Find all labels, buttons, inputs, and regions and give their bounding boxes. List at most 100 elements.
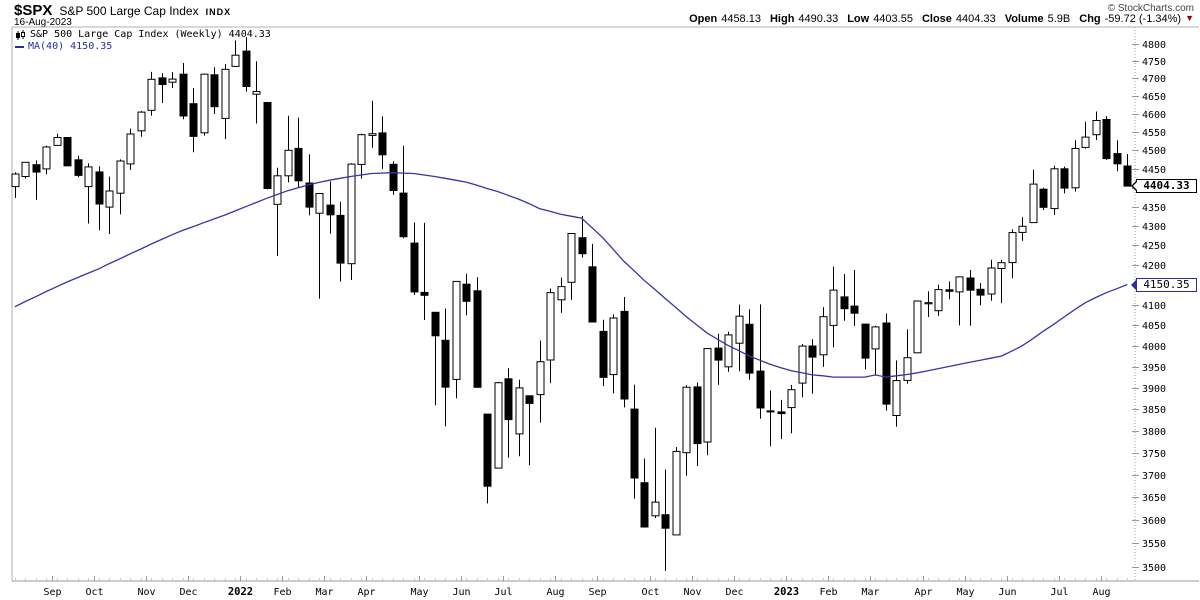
- open-label: Open: [689, 13, 718, 25]
- candle-week: [1092, 120, 1101, 136]
- candle-week: [1008, 232, 1017, 264]
- candle-week: [945, 289, 954, 292]
- ticker-symbol: $SPX: [14, 2, 53, 19]
- candle-week: [504, 378, 513, 421]
- candle-week: [326, 204, 335, 216]
- candle-week: [777, 411, 786, 415]
- candle-week: [756, 370, 765, 409]
- y-axis-label: 4450: [1142, 165, 1166, 176]
- candle-week: [987, 267, 996, 295]
- volume-label: Volume: [1004, 13, 1044, 25]
- low-value: 4403.55: [873, 13, 913, 25]
- candle-week: [714, 347, 723, 361]
- x-axis-label: Dec: [725, 587, 743, 598]
- y-axis-label: 4050: [1142, 321, 1166, 332]
- candle-week: [347, 163, 356, 265]
- candle-week: [116, 160, 125, 194]
- candle-week: [1071, 148, 1080, 189]
- candle-week: [315, 193, 324, 214]
- open-value: 4458.13: [721, 13, 761, 25]
- x-axis-label: Apr: [357, 587, 375, 598]
- candlesticks: [11, 37, 1132, 571]
- y-axis-label: 4550: [1142, 128, 1166, 139]
- ma40-line: [14, 172, 1128, 378]
- candle-week: [252, 91, 261, 95]
- candle-week: [599, 330, 608, 378]
- candle-week: [431, 311, 440, 337]
- candle-week: [263, 102, 272, 189]
- candle-week: [620, 310, 629, 400]
- candle-week: [798, 345, 807, 384]
- chg-value: -59.72 (-1.34%): [1104, 13, 1182, 25]
- y-axis-label: 4800: [1142, 40, 1166, 51]
- candle-week: [882, 322, 891, 405]
- x-axis-label: Aug: [546, 587, 564, 598]
- candle-week: [1123, 165, 1132, 187]
- series-legend-row: S&P 500 Large Cap Index (Weekly) 4404.33: [15, 29, 271, 41]
- y-axis-label: 4650: [1142, 92, 1166, 103]
- candle-week: [284, 149, 293, 177]
- y-axis-label: 3650: [1142, 493, 1166, 504]
- quote-summary: Open 4458.13 High 4490.33 Low 4403.55 Cl…: [684, 13, 1194, 25]
- candle-week: [682, 386, 691, 454]
- candle-week: [158, 77, 167, 86]
- x-axis-label: 2023: [774, 586, 799, 598]
- candle-week: [200, 73, 209, 134]
- y-axis-label: 4200: [1142, 261, 1166, 272]
- candle-week: [294, 147, 303, 182]
- candle-week: [850, 305, 859, 314]
- candle-week: [703, 348, 712, 443]
- x-axis-label: May: [956, 587, 974, 598]
- candle-week: [515, 387, 524, 435]
- y-axis-label: 4750: [1142, 57, 1166, 68]
- candle-week: [934, 289, 943, 312]
- candle-week: [966, 277, 975, 291]
- chg-label: Chg: [1079, 13, 1101, 25]
- chart-date: 16-Aug-2023: [14, 17, 72, 28]
- candle-week: [976, 288, 985, 296]
- candle-week: [210, 74, 219, 108]
- candle-week: [336, 214, 345, 264]
- down-triangle-icon: ▼: [1185, 13, 1194, 23]
- candle-week: [357, 134, 366, 165]
- y-axis-label: 4250: [1142, 241, 1166, 252]
- high-value: 4490.33: [798, 13, 839, 25]
- x-axis-label: Sep: [588, 587, 606, 598]
- candle-week: [578, 237, 587, 255]
- candle-week: [305, 182, 314, 208]
- candle-week: [179, 73, 188, 117]
- candle-week: [378, 132, 387, 156]
- candle-week: [95, 171, 104, 205]
- candle-week: [745, 323, 754, 374]
- ma-legend-label: MA(40) 4150.35: [28, 41, 113, 52]
- candle-week: [787, 389, 796, 409]
- candle-week: [1039, 188, 1048, 208]
- candle-week: [410, 242, 419, 293]
- candle-week: [1081, 136, 1090, 148]
- candle-week: [462, 283, 471, 302]
- x-axis-label: Apr: [914, 587, 932, 598]
- low-label: Low: [847, 13, 870, 25]
- y-axis-label: 3550: [1142, 539, 1166, 550]
- x-axis-label: Sep: [43, 587, 61, 598]
- y-axis-label: 4350: [1142, 203, 1166, 214]
- candle-week: [389, 163, 398, 192]
- candle-week: [21, 161, 30, 178]
- close-label: Close: [921, 13, 952, 25]
- candle-week: [567, 233, 576, 283]
- x-axis-label: Feb: [819, 587, 837, 598]
- candle-week: [1060, 168, 1069, 189]
- candle-week: [1113, 153, 1122, 165]
- candle-week: [525, 395, 534, 404]
- candle-week: [609, 317, 618, 376]
- last-price-tag: 4404.33: [1131, 179, 1197, 194]
- y-axis-label: 4700: [1142, 74, 1166, 85]
- y-axis-label: 4500: [1142, 146, 1166, 157]
- candle-week: [808, 345, 817, 358]
- candlestick-chart-icon: [16, 29, 25, 40]
- x-axis-label: Jul: [1050, 587, 1068, 598]
- series-legend-label: S&P 500 Large Cap Index (Weekly) 4404.33: [30, 29, 271, 40]
- volume-value: 5.9B: [1047, 13, 1071, 25]
- x-axis-label: Oct: [85, 587, 103, 598]
